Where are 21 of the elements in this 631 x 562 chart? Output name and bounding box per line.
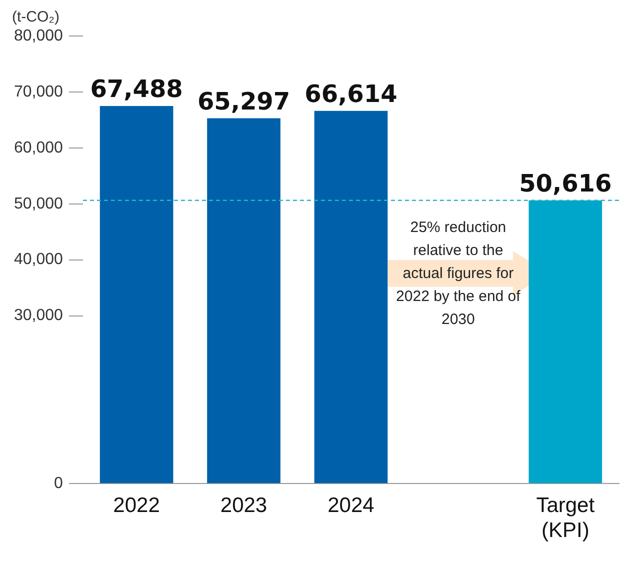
- y-tick-label: 60,000: [14, 139, 64, 156]
- y-tick-label: 70,000: [14, 83, 64, 100]
- bar: [100, 106, 174, 484]
- y-axis-title: (t-CO₂): [12, 8, 60, 26]
- x-tick-label: 2023: [220, 494, 268, 517]
- data-label: 50,616: [519, 170, 612, 198]
- bar: [314, 110, 388, 484]
- annotation: 25% reduction relative to the actual figures for 2022 by the end of 2030: [396, 218, 522, 328]
- y-tick-label: 80,000: [14, 27, 64, 44]
- y-tick-label: 0: [54, 475, 64, 492]
- data-label: 67,488: [90, 75, 183, 104]
- bar: [528, 200, 602, 484]
- x-tick-label: 2024: [328, 494, 375, 517]
- data-label: 65,297: [197, 88, 290, 116]
- y-tick-label: 50,000: [14, 195, 64, 212]
- y-tick-label: 30,000: [14, 307, 64, 324]
- data-label: 66,614: [304, 80, 398, 108]
- x-tick-label: 2022: [113, 494, 160, 517]
- x-tick-label: Target (KPI): [536, 494, 595, 542]
- bar: [207, 118, 280, 484]
- y-tick-label: 40,000: [14, 251, 64, 268]
